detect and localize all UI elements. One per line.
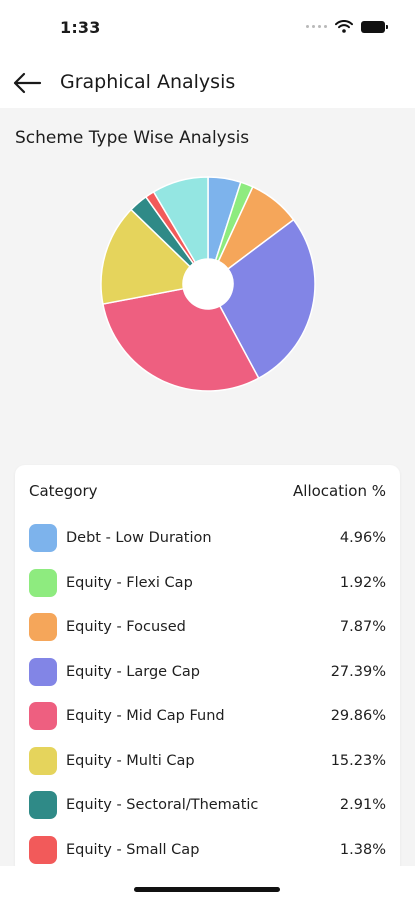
allocation-list: Debt - Low Duration 4.96% Equity - Flexi… [29, 516, 386, 872]
category-label: Equity - Mid Cap Fund [66, 708, 225, 725]
section-title: Scheme Type Wise Analysis [15, 128, 250, 148]
allocation-value: 7.87% [339, 619, 386, 636]
pie-slice [102, 287, 260, 392]
category-label: Equity - Large Cap [66, 663, 200, 680]
color-swatch [29, 746, 57, 775]
donut-chart-svg [100, 176, 316, 392]
list-item: Equity - Mid Cap Fund 29.86% [29, 694, 386, 739]
status-time: 1:33 [60, 18, 101, 37]
status-bar: 1:33 [0, 0, 415, 58]
allocation-value: 29.86% [330, 708, 386, 725]
color-swatch [29, 657, 57, 686]
allocation-value: 27.39% [330, 663, 386, 680]
cellular-signal-icon [306, 25, 327, 28]
color-swatch [29, 791, 57, 820]
arrow-left-icon [13, 72, 42, 94]
allocation-value: 1.38% [339, 841, 386, 858]
app-bar: Graphical Analysis [0, 58, 415, 108]
list-item: Debt - Low Duration 4.96% [29, 516, 386, 561]
page-title: Graphical Analysis [60, 71, 236, 93]
list-item: Equity - Focused 7.87% [29, 605, 386, 650]
allocation-column-header: Allocation % [293, 482, 386, 500]
category-label: Equity - Small Cap [66, 841, 200, 858]
color-swatch [29, 702, 57, 731]
category-label: Equity - Multi Cap [66, 752, 195, 769]
home-indicator[interactable] [134, 887, 280, 892]
color-swatch [29, 568, 57, 597]
category-column-header: Category [29, 482, 98, 500]
list-item: Equity - Large Cap 27.39% [29, 650, 386, 695]
list-item: Equity - Flexi Cap 1.92% [29, 561, 386, 606]
list-item: Equity - Multi Cap 15.23% [29, 739, 386, 784]
color-swatch [29, 524, 57, 553]
category-label: Equity - Flexi Cap [66, 574, 193, 591]
category-label: Equity - Focused [66, 619, 186, 636]
category-label: Equity - Sectoral/Thematic [66, 797, 259, 814]
battery-icon [361, 20, 388, 33]
status-icons [306, 20, 388, 33]
donut-hole [183, 259, 233, 309]
color-swatch [29, 613, 57, 642]
allocation-value: 15.23% [330, 752, 386, 769]
allocation-value: 2.91% [339, 797, 386, 814]
list-item: Equity - Sectoral/Thematic 2.91% [29, 783, 386, 828]
list-item: Equity - Small Cap 1.38% [29, 828, 386, 873]
bottom-bar [0, 866, 415, 900]
allocation-card: Category Allocation % Debt - Low Duratio… [15, 465, 400, 875]
pie-slice [100, 208, 192, 305]
allocation-value: 4.96% [339, 530, 386, 547]
wifi-icon [335, 20, 353, 33]
allocation-value: 1.92% [339, 574, 386, 591]
color-swatch [29, 835, 57, 864]
table-header: Category Allocation % [29, 482, 386, 502]
category-label: Debt - Low Duration [66, 530, 212, 547]
back-button[interactable] [10, 66, 44, 100]
donut-chart [100, 176, 316, 392]
